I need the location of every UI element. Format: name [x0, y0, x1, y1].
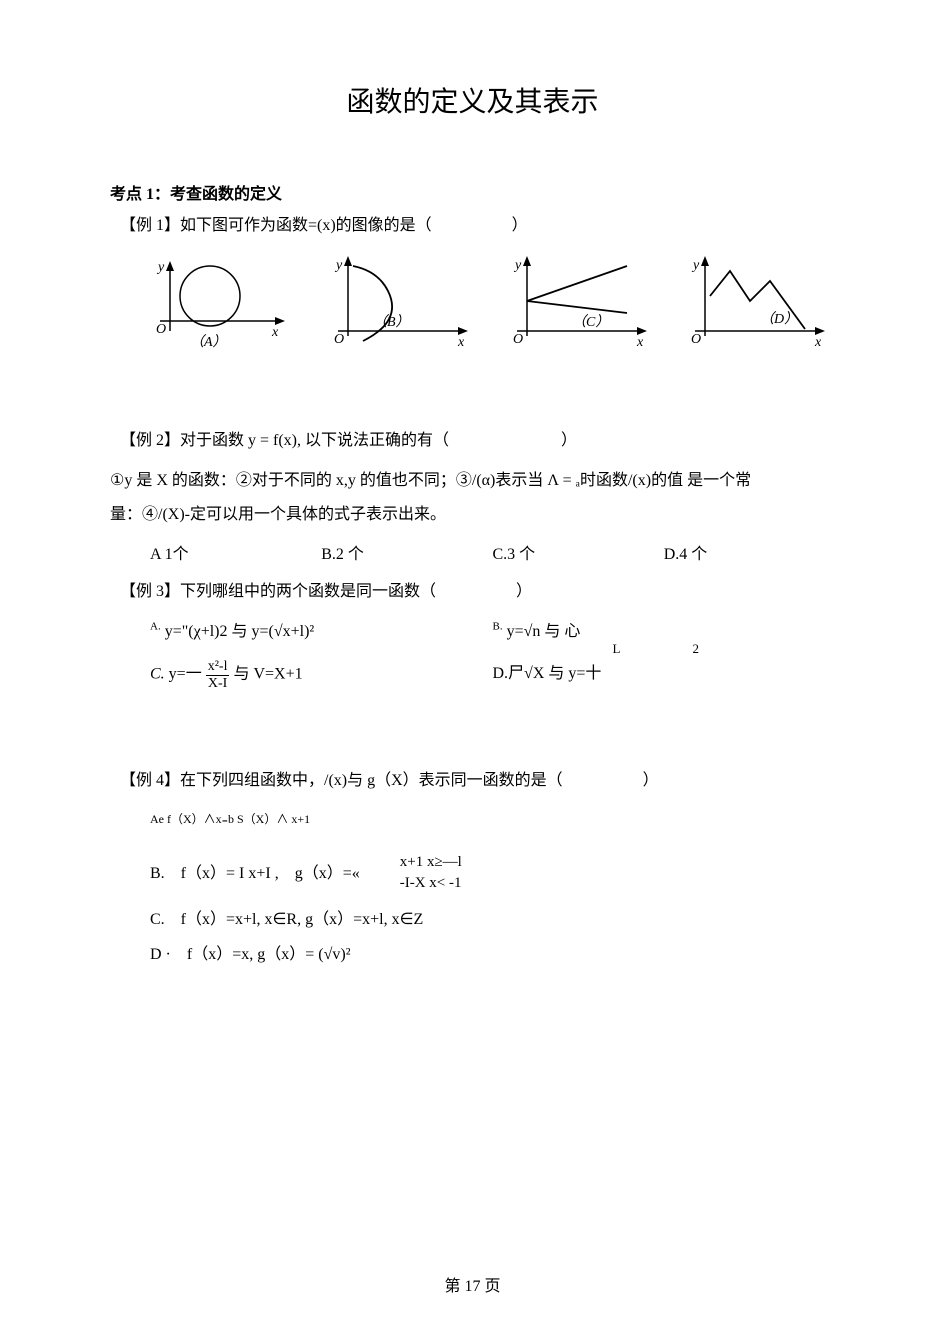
example-2-text: 【例 2】对于函数 y = f(x), 以下说法正确的有（ ） — [120, 427, 835, 456]
svg-text:x: x — [457, 335, 465, 350]
example-2-body-2: 量：④/(X)-定可以用一个具体的式子表示出来。 — [110, 500, 835, 530]
example-3-text: 【例 3】下列哪组中的两个函数是同一函数（ ） — [120, 578, 835, 607]
opt-2-b: B.2 个 — [321, 540, 492, 564]
svg-text:y: y — [334, 258, 343, 273]
svg-text:x: x — [636, 335, 644, 350]
opt-4-d: D · f（x）=x, g（x）= (√v)² — [150, 937, 835, 972]
graph-b: y x O （B） — [318, 251, 478, 371]
svg-text:O: O — [334, 332, 344, 347]
opt-3-d: D.尸√X 与 y=十 L 2 — [493, 659, 836, 691]
example-3-row-1: A. y="(χ+l)2 与 y=(√x+l)² B. y=√n 与 心 — [150, 617, 835, 641]
graphs-row: y x O （A） y x O （B） y x O — [140, 251, 835, 371]
example-1-text: 【例 1】如下图可作为函数=(x)的图像的是（ ） — [120, 212, 835, 241]
opt-2-c: C.3 个 — [493, 540, 664, 564]
section-heading-1: 考点 1：考查函数的定义 — [110, 180, 835, 204]
opt-2-a: A 1个 — [150, 540, 321, 564]
svg-text:x: x — [814, 335, 822, 350]
svg-text:y: y — [691, 258, 700, 273]
svg-text:O: O — [691, 332, 701, 347]
graph-a: y x O （A） — [140, 251, 300, 371]
example-4-options: Ae f（X）∧x₌b S（X）∧ x+1 B. f（x）= I x+I , g… — [150, 806, 835, 973]
page-title: 函数的定义及其表示 — [110, 80, 835, 120]
graph-label-b: （B） — [373, 314, 410, 330]
page-footer: 第 17 页 — [0, 1272, 945, 1296]
opt-4-b: B. f（x）= I x+I , g（x）=« x+1 x≥—l -I-X x<… — [150, 852, 835, 894]
opt-4-c: C. f（x）=x+l, x∈R, g（x）=x+l, x∈Z — [150, 902, 835, 937]
axis-x-label: x — [271, 325, 279, 340]
graph-c: y x O （C） — [497, 251, 657, 371]
graph-label-d: （D） — [760, 311, 798, 327]
svg-text:O: O — [513, 332, 523, 347]
axis-y-label: y — [156, 260, 165, 275]
example-2-body-1: ①y 是 X 的函数：②对于不同的 x,y 的值也不同；③/(α)表示当 Λ =… — [110, 466, 835, 496]
graph-d: y x O （D） — [675, 251, 835, 371]
example-3-row-2: C. y=一 x²-l X-I 与 V=X+1 D.尸√X 与 y=十 L 2 — [150, 659, 835, 691]
example-4-text: 【例 4】在下列四组函数中，/(x)与 g（X）表示同一函数的是（ ） — [120, 767, 835, 796]
example-2-options: A 1个 B.2 个 C.3 个 D.4 个 — [150, 540, 835, 564]
opt-3-b: B. y=√n 与 心 — [493, 617, 836, 641]
opt-3-c: C. y=一 x²-l X-I 与 V=X+1 — [150, 659, 493, 691]
opt-4-a: Ae f（X）∧x₌b S（X）∧ x+1 — [150, 806, 835, 832]
svg-text:y: y — [513, 258, 522, 273]
graph-label-a: （A） — [190, 334, 227, 350]
graph-label-c: （C） — [572, 314, 609, 330]
opt-3-a: A. y="(χ+l)2 与 y=(√x+l)² — [150, 617, 493, 641]
opt-2-d: D.4 个 — [664, 540, 835, 564]
origin-label: O — [156, 322, 166, 337]
